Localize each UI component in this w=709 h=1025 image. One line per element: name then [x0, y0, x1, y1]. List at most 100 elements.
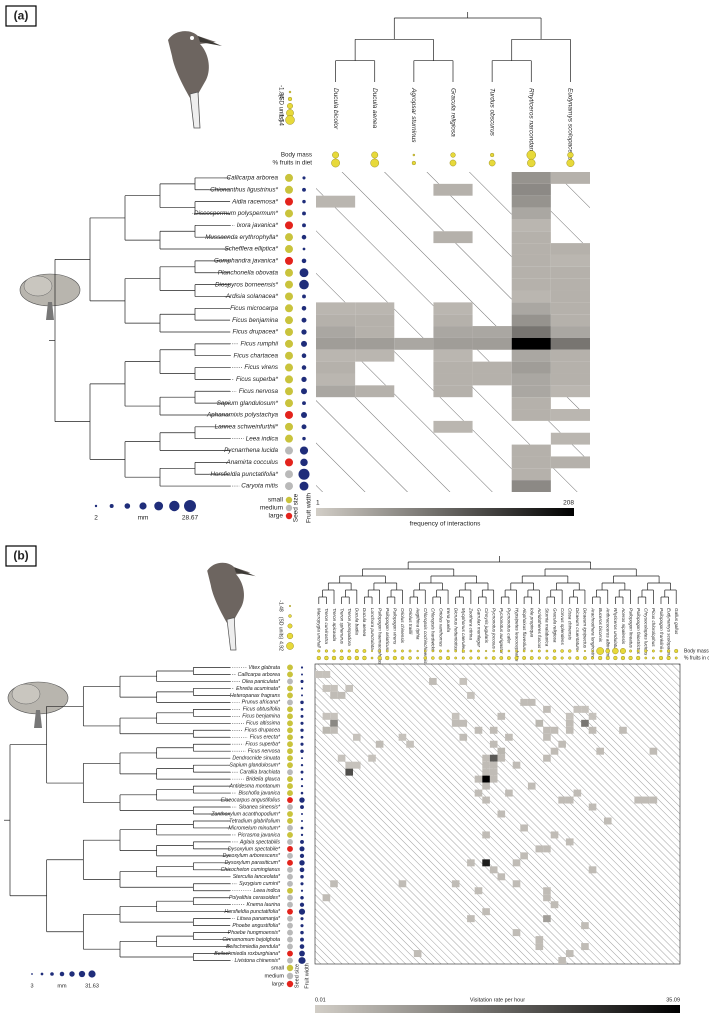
fruit-width-dot: [301, 819, 303, 822]
interaction-cell: [433, 397, 473, 410]
bird-name: Chloropsis cochinchinensis: [423, 608, 428, 664]
interaction-cell: [355, 266, 395, 279]
plant-name: Ficus nervosa: [248, 749, 280, 755]
interaction-cell: [565, 719, 574, 727]
plant-name: Aglaia spectabilis: [239, 839, 280, 845]
interaction-cell: [550, 195, 590, 208]
interaction-cell: [433, 420, 473, 433]
interaction-cell: [573, 789, 582, 797]
plant-name: Livistona chinensis*: [234, 958, 281, 964]
interaction-cell: [472, 361, 512, 374]
seed-size-dot: [285, 221, 293, 230]
fruit-width-legend-dot: [94, 504, 98, 508]
interaction-cell: [550, 480, 590, 492]
interaction-cell: [394, 207, 434, 220]
interaction-cell: [355, 254, 395, 267]
fruit-width-dot: [301, 694, 303, 697]
plant-name: Elaeocarpus angustifolius: [221, 797, 281, 803]
seed-legend-label: large: [269, 513, 284, 520]
interaction-cell: [641, 796, 650, 804]
interaction-cell: [535, 936, 544, 944]
fruit-diet-dot: [652, 656, 655, 660]
interaction-cell: [330, 719, 338, 727]
interaction-cell: [472, 219, 512, 232]
interaction-cell: [316, 432, 356, 445]
bird-name: Buceros bicornis: [598, 608, 603, 643]
seed-size-dot: [287, 685, 293, 692]
plant-name: Discospermum polyspermum*: [194, 210, 279, 217]
body-mass-dot: [332, 151, 339, 159]
plant-name: Bridelia glauca: [246, 776, 280, 782]
interaction-cell: [550, 278, 590, 291]
interaction-cell: [451, 712, 460, 720]
seed-size-dot: [285, 434, 293, 443]
interaction-cell: [316, 337, 356, 350]
interaction-cell: [433, 207, 473, 220]
interaction-cell: [550, 243, 590, 255]
seed-size-dot: [287, 818, 293, 824]
interaction-cell: [316, 183, 356, 196]
interaction-cell: [482, 859, 490, 867]
fruit-width-dot: [299, 860, 305, 866]
fruit-width-dot: [301, 673, 303, 676]
interaction-cell: [550, 361, 590, 374]
fruit-width-dot: [301, 306, 307, 311]
fruit-width-dot: [299, 853, 305, 858]
fruit-diet-dot: [566, 159, 575, 167]
seed-size-dot: [287, 929, 293, 936]
fruit-diet-dot: [522, 656, 527, 660]
interaction-cell: [472, 480, 512, 492]
interaction-cell: [345, 684, 354, 692]
seed-size-dot: [287, 706, 293, 713]
interaction-cell: [472, 266, 512, 279]
plant-name: Dysoxylum parasiticum*: [225, 860, 281, 866]
seed-size-dot: [287, 804, 293, 810]
seed-size-dot: [285, 339, 293, 348]
bird-name: Picus chlorolophus: [651, 608, 656, 647]
fruit-diet-dot: [377, 655, 382, 661]
interaction-cell: [482, 908, 490, 916]
fruit-width-dot: [300, 707, 304, 711]
seed-size-dot: [287, 936, 293, 943]
bird-name: Macropygia unchall: [317, 608, 322, 649]
plant-name: Beilschmiedia pendula*: [226, 944, 281, 950]
interaction-cell: [355, 480, 395, 492]
bird-name: Anthracoceros albirostris: [606, 607, 611, 659]
fruit-diet-dot: [423, 656, 427, 660]
color-bar-max: 35.09: [666, 997, 680, 1003]
bird-name: Irena puella: [446, 608, 451, 632]
interaction-cell: [527, 782, 536, 790]
plant-name: Callicarpa arborea: [238, 672, 281, 678]
interaction-cell: [472, 397, 512, 410]
fruit-width-dot: [300, 833, 304, 837]
body-mass-dot: [659, 649, 663, 653]
interaction-cell: [511, 290, 551, 303]
interaction-cell: [472, 278, 512, 291]
fruit-diet-dot: [527, 158, 536, 168]
interaction-cell: [355, 195, 395, 208]
interaction-cell: [394, 385, 434, 398]
interaction-cell: [345, 761, 354, 769]
seed-size-dot: [285, 256, 293, 265]
interaction-cell: [505, 733, 513, 741]
seed-size-dot: [287, 762, 293, 769]
interaction-cell: [394, 290, 434, 303]
interaction-cell: [558, 957, 566, 964]
fruit-width-dot: [298, 908, 306, 915]
panel-label-box: [5, 5, 37, 27]
interaction-cell: [565, 838, 574, 846]
seed-size-dot: [287, 727, 293, 734]
fruit-diet-dot: [529, 656, 534, 660]
plant-name: Tetradium glabrifolium: [229, 818, 281, 824]
interaction-cell: [550, 747, 559, 755]
bird-name: Psilopogon lineatus: [628, 608, 633, 649]
interaction-cell: [543, 887, 551, 895]
seed-size-dot: [287, 734, 293, 741]
plant-name: Sapium glandulosum*: [217, 400, 279, 407]
body-mass-dot: [522, 649, 526, 653]
seed-size-dot: [285, 351, 293, 360]
sd-min-label: -1.48: [278, 600, 284, 612]
interaction-cell: [316, 219, 356, 232]
seed-size-dot: [287, 887, 293, 894]
fruit-width-dot: [300, 889, 304, 892]
